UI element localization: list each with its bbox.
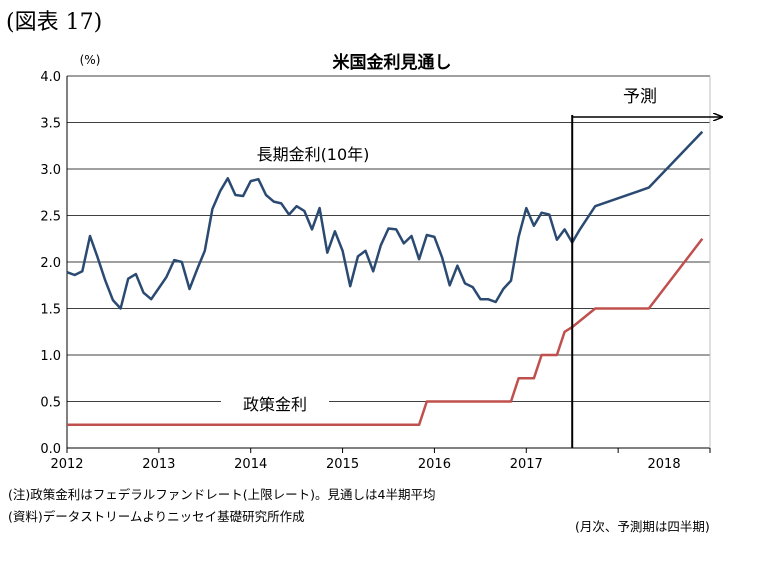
series-line-long-term-rate (66, 130, 704, 310)
x-tick-label: 2014 (234, 457, 267, 472)
x-tick-label: 2015 (326, 457, 359, 472)
x-tick-label: 2018 (648, 457, 681, 472)
series-label-policy-rate: 政策金利 (243, 395, 307, 414)
y-tick-label: 1.0 (40, 349, 61, 364)
x-tick-label: 2012 (50, 457, 83, 472)
footnote-note: (注)政策金利はフェデラルファンドレート(上限レート)。見通しは4半期平均 (8, 487, 436, 502)
annotations: 予測 (571, 87, 722, 448)
x-tick-labels: 2012 2013 2014 2015 2016 2017 2018 (50, 448, 711, 472)
x-tick-label: 2013 (142, 457, 175, 472)
y-axis-unit: (%) (80, 53, 101, 67)
y-tick-label: 1.5 (40, 303, 61, 318)
footnote-frequency: (月次、予測期は四半期) (575, 519, 710, 534)
y-tick-label: 3.5 (40, 117, 61, 132)
footnote-source: (資料)データストリームよりニッセイ基礎研究所作成 (8, 509, 305, 524)
y-tick-label: 2.5 (40, 210, 61, 225)
y-tick-label: 2.0 (40, 256, 61, 271)
series-lines (66, 130, 704, 427)
series-label-long-term-rate: 長期金利(10年) (257, 145, 370, 164)
y-tick-label: 3.0 (40, 163, 61, 178)
chart-title: 米国金利見通し (333, 52, 452, 73)
figure-label: (図表 17) (6, 10, 103, 35)
y-tick-label: 0.5 (40, 396, 61, 411)
x-tick-label: 2017 (510, 457, 543, 472)
series-labels: 長期金利(10年) 政策金利 (221, 145, 369, 414)
series-label-background (221, 392, 329, 414)
axes (66, 76, 711, 449)
y-tick-label: 4.0 (40, 70, 61, 85)
forecast-label: 予測 (623, 87, 657, 107)
y-tick-label: 0.0 (40, 442, 61, 457)
series-line-policy-rate (67, 238, 704, 427)
x-tick-label: 2016 (418, 457, 451, 472)
gridlines (67, 75, 710, 402)
y-tick-labels: 0.0 0.5 1.0 1.5 2.0 2.5 3.0 3.5 4.0 (40, 70, 61, 457)
